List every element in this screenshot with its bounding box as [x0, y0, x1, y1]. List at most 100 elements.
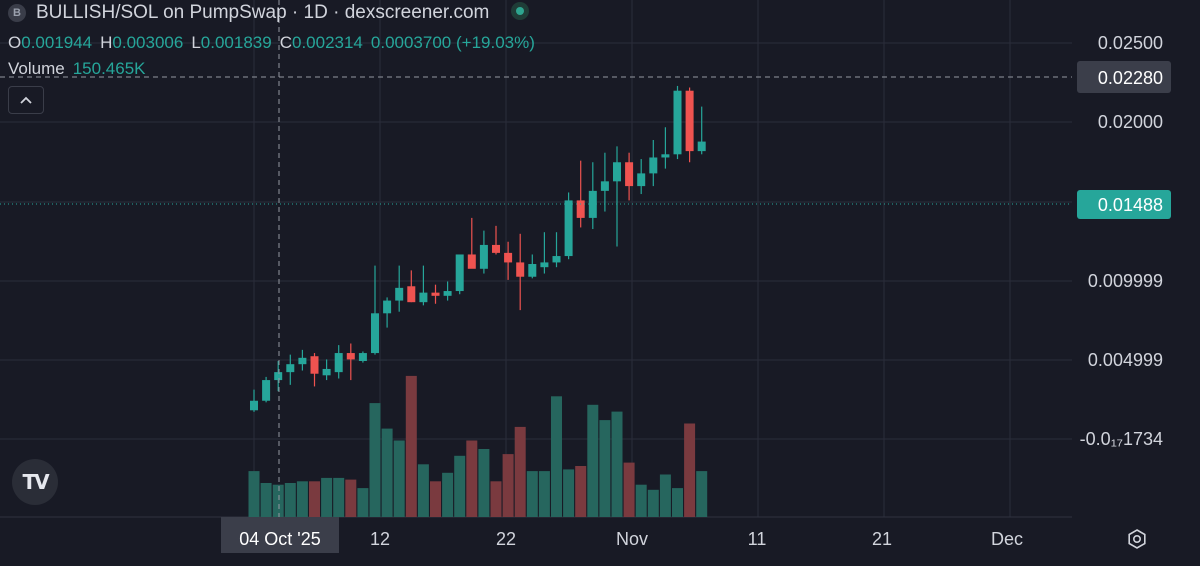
candle-body — [576, 200, 585, 218]
tradingview-logo-icon[interactable]: TV — [12, 459, 58, 505]
y-axis-label: 0.009999 — [1088, 271, 1163, 291]
volume-bar — [647, 489, 659, 517]
volume-bar — [526, 471, 538, 517]
candle-body — [479, 244, 488, 269]
volume-bar — [272, 484, 284, 517]
volume-bar — [454, 455, 466, 517]
volume-bar — [405, 375, 417, 517]
candle — [673, 85, 682, 160]
candle — [516, 233, 525, 311]
ohlc-legend: O0.001944 H0.003006 L0.001839 C0.002314 0.00… — [8, 33, 543, 53]
candle-body — [334, 353, 343, 373]
candle — [358, 351, 367, 363]
candle-body — [383, 300, 392, 314]
volume-bar — [466, 440, 478, 517]
volume-value: 150.465K — [72, 59, 146, 78]
volume-bar — [696, 471, 708, 517]
last-price-label: 0.01488 — [1098, 195, 1163, 215]
candle-body — [625, 162, 634, 187]
candle — [504, 241, 513, 280]
x-axis-label: 11 — [748, 529, 767, 549]
candle — [310, 353, 319, 387]
candle — [431, 284, 440, 304]
candle — [407, 270, 416, 303]
candle-body — [600, 181, 609, 191]
volume-bar — [538, 471, 550, 517]
candle — [637, 159, 646, 195]
candle-body — [540, 262, 549, 268]
candle — [685, 87, 694, 163]
x-axis-label: 12 — [370, 529, 390, 549]
chart-title: BULLISH/SOL on PumpSwap · 1D · dexscreen… — [36, 2, 490, 23]
chart-title-bar: B BULLISH/SOL on PumpSwap · 1D · dexscree… — [8, 2, 530, 24]
candle — [298, 349, 307, 371]
volume-bar — [260, 483, 272, 517]
candle — [649, 139, 658, 187]
candle — [322, 359, 331, 381]
candle-body — [286, 364, 295, 373]
high-label: H — [100, 33, 113, 52]
candle-body — [516, 262, 525, 277]
source-icon: B — [8, 4, 26, 22]
candle — [492, 225, 500, 255]
candle-body — [613, 162, 621, 182]
candle — [576, 160, 585, 228]
candle — [383, 297, 392, 328]
live-dot-icon — [511, 2, 530, 20]
candle-body — [407, 286, 416, 303]
candle-body — [685, 90, 694, 152]
volume-bar — [333, 477, 345, 517]
volume-bar — [369, 403, 381, 517]
volume-bar — [478, 449, 490, 517]
volume-bar — [357, 488, 369, 517]
candle — [588, 162, 597, 230]
volume-bar — [611, 411, 623, 517]
volume-bar — [345, 479, 357, 517]
candle — [262, 376, 271, 403]
candle — [346, 343, 355, 381]
candle — [600, 152, 609, 212]
collapse-legend-button[interactable] — [8, 86, 44, 114]
crosshair-date-tag — [221, 517, 339, 553]
volume-bar — [248, 471, 260, 517]
candle — [528, 254, 537, 279]
candle-body — [322, 368, 331, 376]
candle-body — [274, 372, 283, 381]
high-value: 0.003006 — [112, 33, 184, 52]
candle — [613, 146, 621, 247]
settings-icon[interactable] — [1124, 526, 1150, 552]
candle — [443, 281, 452, 301]
volume-bar — [393, 440, 405, 517]
y-axis-label: 0.02000 — [1098, 112, 1163, 132]
candle-body — [443, 291, 452, 296]
candle-body — [552, 256, 561, 263]
x-axis-label: 21 — [872, 529, 892, 549]
chevron-up-icon — [20, 96, 32, 104]
candle-body — [564, 200, 573, 257]
volume-bar — [563, 469, 575, 517]
low-value: 0.001839 — [200, 33, 272, 52]
candle — [540, 232, 549, 274]
volume-bar — [599, 420, 611, 517]
open-label: O — [8, 33, 22, 52]
candle-body — [346, 353, 355, 360]
volume-legend: Volume 150.465K — [8, 59, 146, 79]
candle — [419, 265, 428, 306]
candle — [467, 217, 476, 269]
x-axis-label: Nov — [616, 529, 648, 549]
y-axis-label: 0.004999 — [1088, 350, 1163, 370]
candle-body — [358, 353, 367, 361]
close-value: 0.002314 — [291, 33, 363, 52]
candle-body — [492, 244, 500, 253]
candle — [286, 354, 295, 385]
candle-body — [637, 173, 646, 187]
last-price-tag — [1077, 190, 1171, 219]
volume-bar — [587, 404, 599, 517]
volume-bar — [575, 466, 587, 517]
candle — [274, 361, 283, 392]
volume-bar — [551, 396, 562, 517]
volume-bar — [284, 483, 296, 517]
y-axis-label: -0.0₁₇1734 — [1080, 429, 1163, 449]
change-value: 0.0003700 (+19.03%) — [370, 33, 535, 52]
